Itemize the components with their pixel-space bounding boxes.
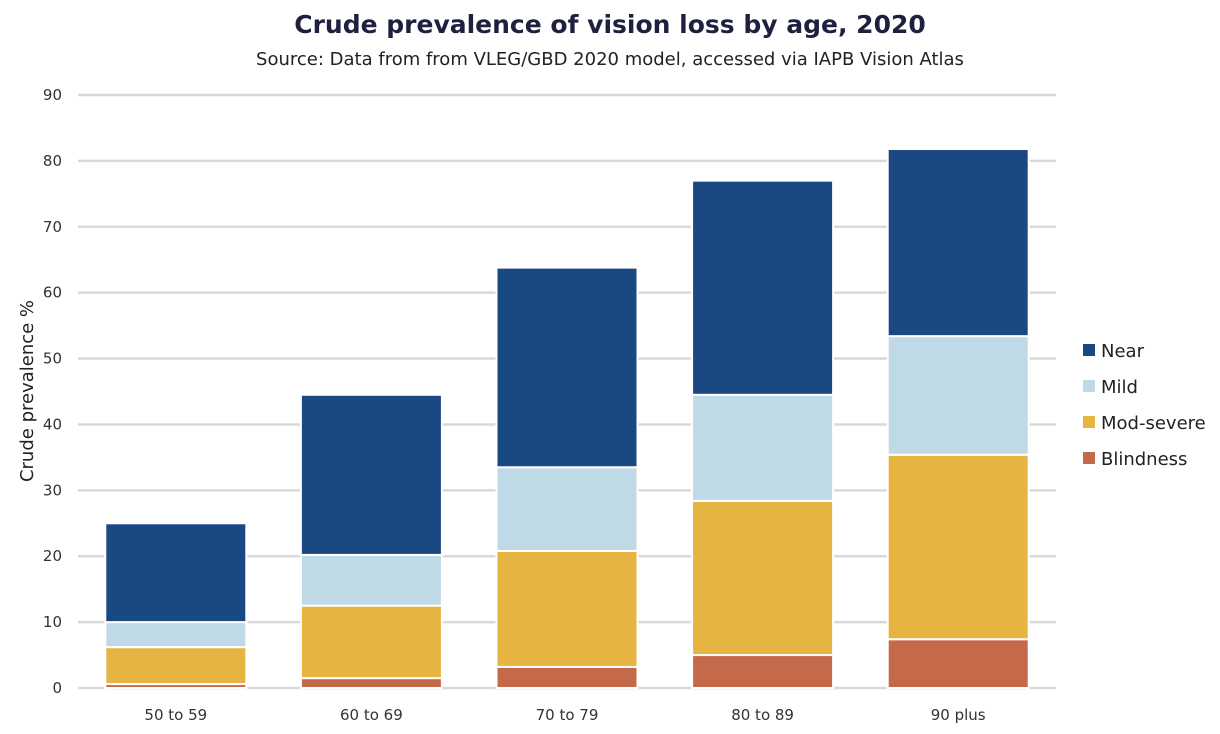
x-axis-ticks: 50 to 59 60 to 69 70 to 79 80 to 89 90 plus	[144, 706, 985, 724]
bar-segment-blindness	[691, 654, 835, 689]
y-tick-label: 0	[52, 679, 62, 697]
bar-segment-mild	[495, 466, 639, 552]
legend-label: Mod-severe	[1101, 413, 1206, 434]
bar-segment-mod-severe	[104, 646, 248, 686]
x-tick-label: 90 plus	[931, 706, 986, 724]
bar-segment-near	[299, 393, 443, 556]
bar-segment-near	[104, 522, 248, 624]
y-axis-title: Crude prevalence %	[17, 300, 38, 482]
bars	[104, 148, 1030, 690]
chart-title: Crude prevalence of vision loss by age, …	[294, 10, 926, 39]
x-tick-label: 60 to 69	[340, 706, 403, 724]
bar-segment-mod-severe	[495, 549, 639, 668]
bar-segment-mild	[104, 621, 248, 649]
bar-segment-mild	[691, 393, 835, 502]
legend-label: Blindness	[1101, 449, 1187, 470]
chart-subtitle: Source: Data from from VLEG/GBD 2020 mod…	[256, 49, 964, 70]
bar-segment-near	[691, 179, 835, 396]
y-axis-ticks: 0 10 20 30 40 50 60 70 80 90	[43, 86, 62, 697]
bar-segment-mod-severe	[886, 453, 1030, 641]
bar-segment-mod-severe	[691, 499, 835, 657]
x-tick-label: 70 to 79	[536, 706, 599, 724]
y-tick-label: 80	[43, 152, 62, 170]
bar-segment-mild	[886, 335, 1030, 456]
y-tick-label: 40	[43, 415, 62, 433]
bar-segment-blindness	[495, 665, 639, 689]
legend-label: Near	[1101, 341, 1145, 362]
y-tick-label: 30	[43, 481, 62, 499]
legend-swatch	[1083, 416, 1095, 428]
legend-swatch	[1083, 380, 1095, 392]
legend-swatch	[1083, 344, 1095, 356]
bar-segment-mod-severe	[299, 604, 443, 680]
bar-segment-blindness	[886, 638, 1030, 690]
bar-segment-mild	[299, 553, 443, 607]
y-tick-label: 70	[43, 218, 62, 236]
bar-segment-near	[495, 266, 639, 469]
legend-label: Mild	[1101, 377, 1138, 398]
legend: Near Mild Mod-severe Blindness	[1083, 341, 1206, 470]
bar-segment-near	[886, 148, 1030, 338]
y-tick-label: 50	[43, 350, 62, 368]
y-tick-label: 20	[43, 547, 62, 565]
legend-swatch	[1083, 452, 1095, 464]
y-tick-label: 10	[43, 613, 62, 631]
y-tick-label: 60	[43, 284, 62, 302]
y-tick-label: 90	[43, 86, 62, 104]
x-tick-label: 80 to 89	[731, 706, 794, 724]
x-tick-label: 50 to 59	[144, 706, 207, 724]
bar-segment-blindness	[299, 677, 443, 689]
